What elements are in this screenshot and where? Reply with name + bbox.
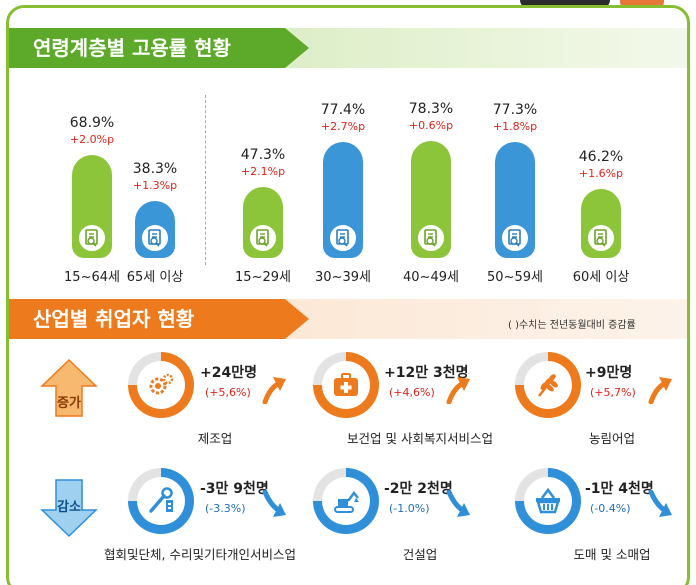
category-label: 30~39세 [315,270,371,285]
industry-note: ( )수치는 전년동월대비 증감률 [508,320,636,331]
increase-industry-name: 보건업 및 사회복지서비스업 [347,431,493,446]
decrease-industry-value: -3만 9천명 [200,481,269,497]
increase-industry-ring [313,352,379,418]
decrease-industry-value: -2만 2천명 [384,481,453,497]
decrease-industry-ring [128,468,194,534]
trend-up-icon [262,374,288,408]
change-label: +2.0%p [69,132,115,146]
increase-industry-ring [515,352,581,418]
document-search-icon [585,221,617,254]
increase-industry-value: +9만명 [585,365,633,381]
value-label: 77.3% [492,102,538,119]
decrease-industry-name: 건설업 [402,547,438,562]
increase-industry-name: 제조업 [197,431,233,446]
value-label: 46.2% [578,148,624,165]
down-arrow-icon [40,479,98,538]
change-label: +2.7%p [320,119,366,133]
decrease-industry-change: (-0.4%) [590,502,631,515]
trend-down-icon [648,489,674,524]
decrease-industry-value: -1만 4천명 [585,481,654,497]
change-label: +0.6%p [408,118,454,132]
increase-industry-ring [128,352,194,418]
increase-industry-change: (+5,6%) [205,386,251,399]
industry-section-title: 산업별 취업자 현황 [9,299,309,339]
value-label: 78.3% [408,100,454,117]
increase-industry-change: (+4,6%) [389,386,435,399]
industry-section-banner: 산업별 취업자 현황 [9,299,687,339]
trend-up-icon [446,374,472,408]
value-label: 77.4% [320,101,366,118]
increase-badge: 증가 [40,358,98,422]
document-search-icon [76,221,108,254]
bar-0 [72,154,112,258]
first-aid-kit-icon [322,361,370,409]
increase-label: 증가 [57,396,81,411]
trend-up-icon [648,374,674,408]
decrease-industry-ring [313,468,379,534]
category-label: 15~64세 [64,270,120,285]
value-label: 68.9% [69,114,115,131]
increase-industry-change: (+5,7%) [590,386,636,399]
decrease-industry-change: (-1.0%) [389,502,430,515]
bar-2 [243,187,283,258]
change-label: +1.3%p [132,178,178,192]
bar-6 [581,188,621,258]
change-label: +1.6%p [578,166,624,180]
wheat-icon [524,361,572,409]
document-search-icon [247,221,279,254]
document-search-icon [139,221,171,254]
trend-down-icon [446,489,472,524]
document-search-icon [499,221,531,254]
employment-section-banner: 연령계층별 고용률 현황 [9,28,687,68]
increase-industry-value: +12만 3천명 [384,365,469,381]
value-label: 47.3% [240,147,286,164]
excavator-icon [322,477,370,525]
change-label: +1.8%p [492,120,538,134]
category-label: 50~59세 [487,270,543,285]
decrease-industry-name: 협회및단체, 수리및기타개인서비스업 [104,547,296,562]
category-label: 65세 이상 [126,270,184,285]
chart-divider [205,95,206,265]
gear-icon [137,361,185,409]
top-decoration-dark [520,0,610,8]
increase-industry-name: 농림어업 [588,431,635,446]
decrease-badge: 감소 [40,478,98,542]
bar-1 [135,200,175,258]
category-label: 15~29세 [235,270,291,285]
decrease-industry-ring [515,468,581,534]
change-label: +2.1%p [240,165,286,179]
up-arrow-icon [40,358,98,417]
basket-icon [524,477,572,525]
category-label: 60세 이상 [572,270,630,285]
bar-5 [495,142,535,258]
increase-industry-value: +24만명 [200,365,257,381]
document-search-icon [415,221,447,254]
employment-section-title: 연령계층별 고용률 현황 [9,28,309,68]
decrease-industry-name: 도매 및 소매업 [573,547,651,562]
decrease-industry-change: (-3.3%) [205,502,246,515]
category-label: 40~49세 [403,270,459,285]
value-label: 38.3% [132,160,178,177]
bar-3 [323,141,363,258]
trend-down-icon [262,489,288,524]
bar-4 [411,140,451,258]
tools-icon [137,477,185,525]
document-search-icon [327,221,359,254]
decrease-label: 감소 [57,500,81,515]
top-decoration-orange [620,0,664,8]
